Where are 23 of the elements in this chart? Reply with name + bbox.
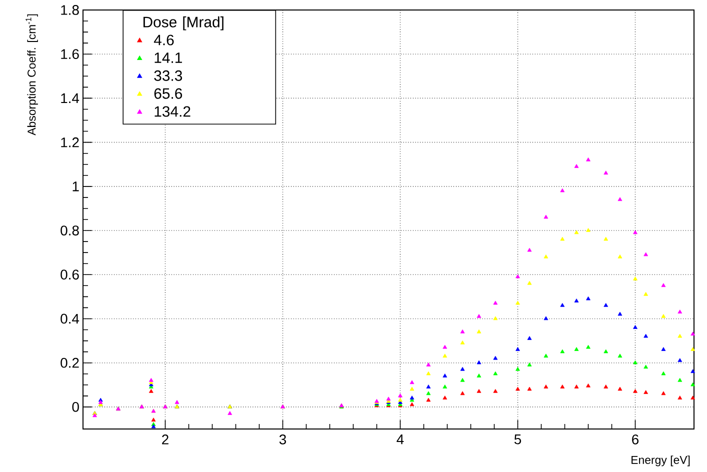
legend-label: 65.6: [154, 88, 182, 99]
x-tick-label: 3: [279, 434, 286, 444]
y-tick-label: 1: [72, 182, 79, 192]
y-tick-label: 1.2: [61, 137, 79, 148]
y-tick-label: 0.6: [60, 270, 79, 280]
legend-title: Dose [Mrad]: [143, 16, 224, 30]
y-tick-label: 0.8: [60, 226, 79, 236]
x-tick-label: 2: [162, 434, 168, 444]
legend-label: 4.6: [154, 34, 174, 46]
x-axis-title: Energy [eV]: [632, 456, 690, 466]
legend-label: 14.1: [154, 52, 182, 63]
y-tick-label: 0.2: [60, 358, 79, 368]
y-tick-label: 1.4: [61, 93, 80, 104]
y-tick-label: 1.6: [61, 49, 79, 60]
y-tick-label: 0.4: [60, 314, 80, 324]
x-tick-label: 6: [632, 434, 639, 444]
x-tick-label: 4: [396, 434, 404, 444]
y-tick-label: 1.8: [61, 5, 79, 15]
y-axis-title: Absorption Coeff. [cm$^{-1}$]: [26, 14, 38, 136]
y-tick-label: 0: [72, 402, 79, 412]
x-tick-label: 5: [514, 434, 522, 444]
legend-label: 33.3: [154, 70, 182, 81]
legend-label: 134.2: [154, 106, 190, 117]
